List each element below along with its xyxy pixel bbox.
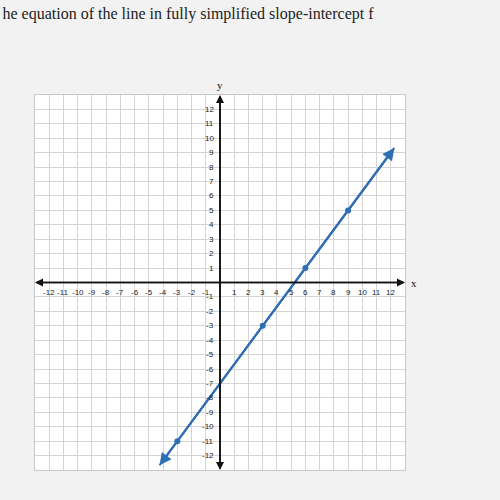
svg-text:5: 5 (289, 288, 294, 297)
svg-text:10: 10 (358, 288, 367, 297)
svg-text:9: 9 (346, 288, 351, 297)
svg-text:8: 8 (209, 163, 214, 172)
svg-text:-10: -10 (72, 288, 84, 297)
svg-text:-8: -8 (206, 393, 214, 402)
svg-text:7: 7 (209, 177, 214, 186)
svg-text:12: 12 (386, 288, 395, 297)
svg-text:-7: -7 (206, 379, 214, 388)
svg-text:x: x (411, 277, 417, 289)
svg-text:-1: -1 (202, 288, 210, 297)
svg-text:9: 9 (209, 148, 214, 157)
svg-text:he equation of the line in ful: he equation of the line in fully simplif… (3, 5, 375, 23)
svg-text:-9: -9 (206, 408, 214, 417)
svg-text:1: 1 (232, 288, 237, 297)
svg-text:5: 5 (209, 206, 214, 215)
svg-text:y: y (217, 79, 223, 91)
svg-text:-4: -4 (206, 336, 214, 345)
svg-text:-8: -8 (102, 288, 110, 297)
svg-text:-11: -11 (202, 437, 214, 446)
svg-text:12: 12 (205, 105, 214, 114)
svg-text:-12: -12 (202, 451, 214, 460)
svg-text:4: 4 (209, 220, 214, 229)
svg-text:-11: -11 (57, 288, 69, 297)
svg-text:-7: -7 (116, 288, 124, 297)
svg-text:-5: -5 (206, 350, 214, 359)
svg-text:-2: -2 (206, 307, 214, 316)
svg-text:4: 4 (274, 288, 279, 297)
svg-text:-10: -10 (202, 422, 214, 431)
svg-text:6: 6 (303, 288, 308, 297)
svg-text:11: 11 (372, 288, 381, 297)
svg-text:2: 2 (246, 288, 251, 297)
svg-text:-12: -12 (43, 288, 55, 297)
svg-text:1: 1 (209, 264, 214, 273)
svg-text:3: 3 (209, 235, 214, 244)
svg-text:-9: -9 (88, 288, 96, 297)
svg-text:-1: -1 (206, 292, 214, 301)
svg-text:-4: -4 (159, 288, 167, 297)
svg-text:-3: -3 (173, 288, 181, 297)
svg-text:2: 2 (209, 249, 214, 258)
svg-text:8: 8 (331, 288, 336, 297)
svg-text:7: 7 (317, 288, 322, 297)
svg-text:6: 6 (209, 191, 214, 200)
svg-text:11: 11 (205, 119, 214, 128)
svg-text:-5: -5 (145, 288, 153, 297)
svg-text:-2: -2 (188, 288, 196, 297)
svg-text:-3: -3 (206, 321, 214, 330)
svg-text:10: 10 (205, 134, 214, 143)
svg-text:-6: -6 (206, 365, 214, 374)
svg-text:3: 3 (260, 288, 265, 297)
svg-text:-6: -6 (131, 288, 139, 297)
